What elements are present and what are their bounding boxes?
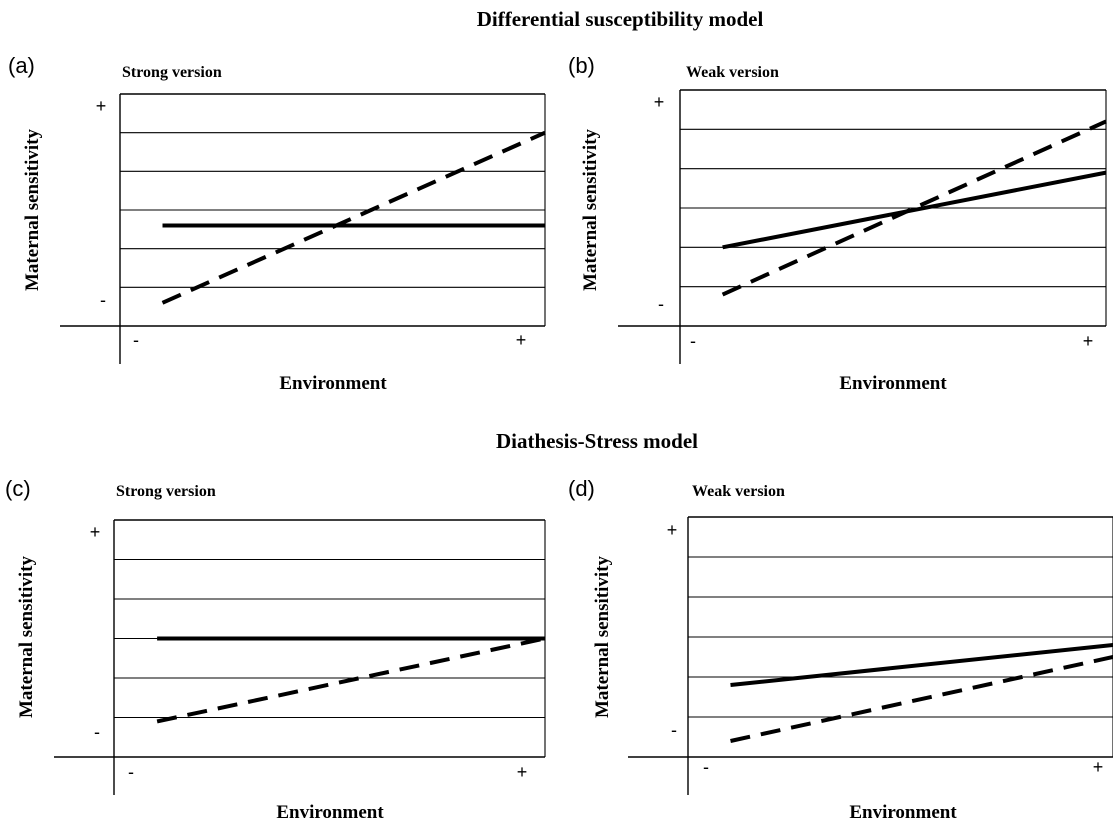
x-tick-plus: +	[1093, 757, 1104, 777]
x-tick-minus: -	[128, 762, 134, 782]
panel-label: (d)	[568, 476, 595, 501]
y-axis-label: Maternal sensitivity	[22, 129, 43, 292]
y-axis-label: Maternal sensitivity	[580, 129, 601, 292]
panel-label: (c)	[5, 476, 31, 501]
x-axis-label: Environment	[849, 802, 957, 822]
y-axis-label: Maternal sensitivity	[592, 556, 613, 719]
x-axis-label: Environment	[839, 373, 947, 394]
x-axis-label: Environment	[276, 802, 384, 822]
panel-a: (a) Strong version Environment Maternal sen…	[8, 53, 546, 394]
section-title-differential: Differential susceptibility model	[477, 7, 764, 31]
y-tick-minus: -	[94, 722, 100, 742]
dashed-line-b	[721, 119, 1107, 297]
panel-label: (a)	[8, 53, 35, 78]
section-title-diathesis: Diathesis-Stress model	[496, 429, 698, 453]
solid-line-d	[730, 643, 1113, 687]
panel-b: (b) Weak version Environment Maternal sensi…	[568, 53, 1107, 394]
solid-line-b	[722, 170, 1107, 250]
y-tick-minus: -	[658, 294, 664, 314]
x-tick-minus: -	[690, 331, 696, 351]
x-tick-plus: +	[517, 762, 528, 782]
y-tick-minus: -	[100, 290, 106, 310]
y-tick-plus: +	[90, 522, 101, 542]
x-tick-plus: +	[1083, 331, 1094, 351]
panel-title: Weak version	[692, 483, 785, 500]
panel-c: (c) Strong version Environment Maternal sen…	[5, 476, 546, 822]
panel-label: (b)	[568, 53, 595, 78]
x-tick-minus: -	[133, 330, 139, 350]
y-tick-minus: -	[671, 720, 677, 740]
dashed-line-c	[156, 636, 546, 724]
x-axis-label: Environment	[279, 373, 387, 394]
dashed-line-d	[730, 655, 1113, 743]
y-tick-plus: +	[667, 520, 678, 540]
panel-title: Strong version	[116, 483, 216, 500]
y-tick-plus: +	[654, 92, 665, 112]
y-axis-label: Maternal sensitivity	[16, 556, 37, 719]
x-tick-plus: +	[516, 330, 527, 350]
y-tick-plus: +	[96, 96, 107, 116]
dashed-line-a	[161, 130, 546, 305]
panel-title: Weak version	[686, 64, 779, 81]
panel-d: (d) Weak version Environment Maternal sensi…	[568, 476, 1113, 822]
panel-title: Strong version	[122, 64, 222, 81]
x-tick-minus: -	[703, 757, 709, 777]
